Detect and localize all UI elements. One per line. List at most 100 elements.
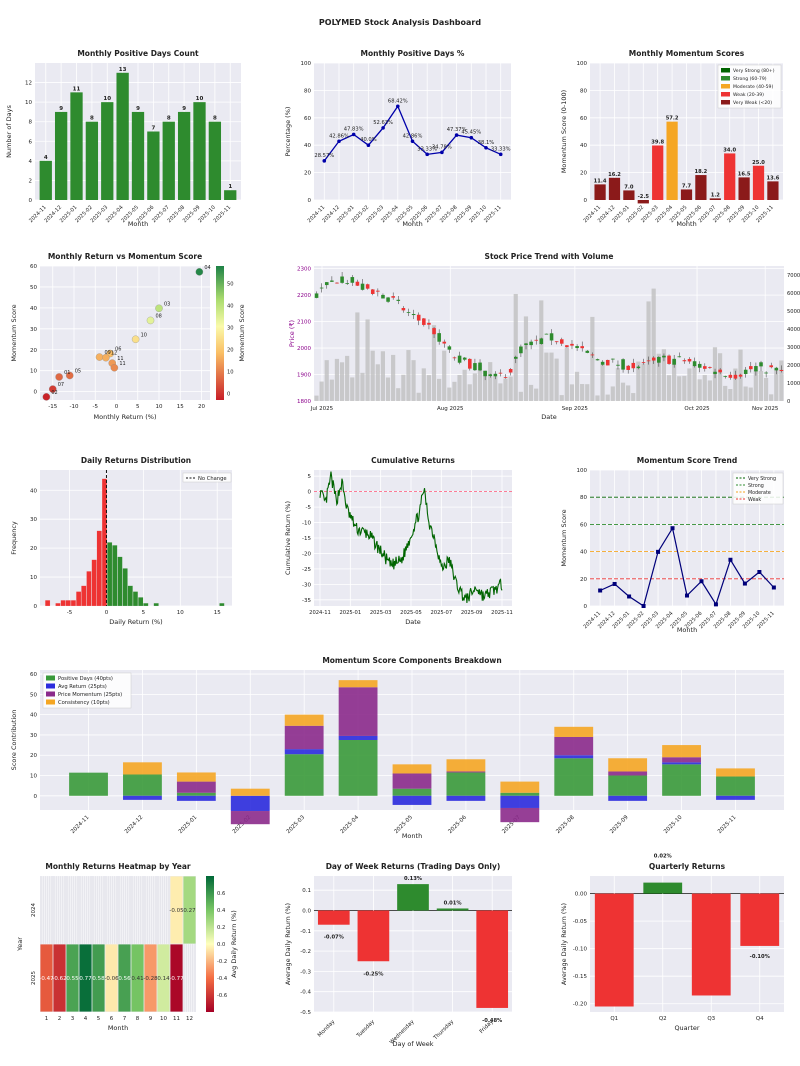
volume-bar (595, 395, 600, 401)
volume-bar (580, 384, 585, 401)
volume-bar (723, 385, 728, 401)
chart-quarterly: Quarterly Returns Quarter Average Daily Re… (560, 854, 784, 1032)
volume-bar (651, 288, 656, 401)
legend-box (182, 472, 232, 483)
y-tick-label: 100 (301, 61, 312, 67)
bar (177, 111, 191, 200)
y-tick-label: -25 (302, 567, 311, 573)
bar (54, 111, 68, 200)
volume-bar (554, 358, 559, 401)
bar-value-label: 0.02% (654, 854, 673, 860)
heatmap-cell (144, 944, 157, 1012)
data-label: 33.33% (417, 146, 437, 152)
cell-value-label: 0.41 (131, 976, 143, 982)
stacked-segment (284, 754, 324, 796)
histogram-bin (219, 603, 225, 607)
legend-entry: No Change (198, 476, 227, 482)
chart-title: Stock Price Trend with Volume (485, 252, 614, 261)
heatmap-cell (118, 944, 131, 1012)
volume-bar (559, 395, 564, 401)
volume-bar (728, 389, 733, 401)
volume-bar (401, 374, 406, 401)
candle-body (672, 358, 676, 365)
data-point (351, 132, 356, 137)
x-tick-label: Monday (317, 1018, 337, 1038)
data-point (440, 150, 444, 155)
legend-entry: Consistency (10pts) (58, 700, 110, 706)
legend-entry: Very Strong (748, 476, 776, 482)
data-point (757, 570, 762, 574)
volume-bar (472, 373, 477, 401)
volume-bar (769, 394, 774, 401)
volume-bar (605, 394, 610, 401)
x-axis-label: Month (402, 220, 422, 228)
candle-body (657, 356, 661, 363)
candle-body (498, 372, 503, 374)
candle-body (708, 367, 712, 368)
x-tick-label: Q1 (610, 1016, 618, 1022)
y-axis-label: Momentum Score (560, 509, 568, 566)
volume-bar (528, 384, 534, 401)
volume-bar (396, 388, 401, 401)
chart-positive_days_pct: Monthly Positive Days % Month Percentage (… (284, 49, 511, 228)
stacked-segment (662, 764, 701, 796)
candle-body (616, 364, 620, 366)
volume-bar (447, 387, 452, 401)
point-label: 02 (51, 390, 57, 396)
y-tick-label: 0 (584, 604, 588, 610)
col-label: 6 (110, 1016, 114, 1022)
y-tick-label: 60 (580, 116, 587, 122)
bar-value-label: 7.0 (624, 184, 634, 190)
stacked-segment (338, 687, 378, 736)
volume-bar (646, 301, 651, 401)
bar (436, 908, 469, 911)
bar-value-label: 0.01% (444, 900, 463, 906)
volume-tick-label: 1000 (787, 381, 800, 387)
volume-bar (385, 377, 391, 401)
y-tick-label: 10 (30, 575, 37, 581)
histogram-bin (117, 556, 123, 607)
x-tick-label: 2025-06 (447, 814, 468, 835)
data-label: 47.37% (447, 127, 467, 133)
chart-momentum_scores: Monthly Momentum Scores Month Momentum Sco… (560, 49, 783, 228)
x-tick-label: Jul 2025 (310, 406, 334, 412)
data-point (728, 557, 733, 562)
heatmap-cell (40, 944, 53, 1012)
volume-bar (779, 360, 784, 401)
bar-value-label: 16.5 (738, 171, 751, 177)
volume-bar (600, 364, 605, 401)
legend-entry: Strong (60-79) (733, 76, 767, 82)
chart-title: Day of Week Returns (Trading Days Only) (326, 862, 501, 871)
candle-body (330, 280, 334, 282)
data-label: 68.42% (388, 98, 408, 104)
y-tick-label: 10 (30, 369, 37, 375)
candle-body (391, 296, 395, 298)
cell-value-label: 0.27 (183, 908, 196, 914)
candle-body (743, 369, 748, 375)
candle-body (585, 350, 590, 353)
y-tick-label: -0.05 (573, 919, 588, 925)
candle-body (447, 346, 452, 350)
stacked-segment (608, 771, 648, 776)
candle-body (621, 359, 625, 370)
cell-value-label: 0.56 (118, 976, 131, 982)
candle-body (478, 362, 482, 371)
volume-tick-label: 3000 (787, 345, 800, 351)
histogram-bin (86, 571, 92, 607)
candle-body (611, 358, 615, 360)
volume-bar (631, 393, 636, 401)
cell-value-label: -0.28 (143, 976, 158, 982)
scatter-point (195, 268, 204, 276)
y-tick-label: 20 (30, 348, 37, 354)
histogram-bin (76, 591, 82, 607)
x-axis-label: Day of Week (392, 1040, 433, 1048)
bar (131, 111, 145, 200)
legend-box (42, 672, 132, 709)
candle-body (769, 365, 774, 368)
y-tick-label: 12 (25, 81, 32, 87)
col-label: 4 (84, 1016, 88, 1022)
bar-value-label: 1 (228, 184, 232, 190)
bar (752, 165, 765, 200)
y-tick-label: 0 (29, 198, 33, 204)
x-tick-label: 10 (156, 404, 163, 410)
